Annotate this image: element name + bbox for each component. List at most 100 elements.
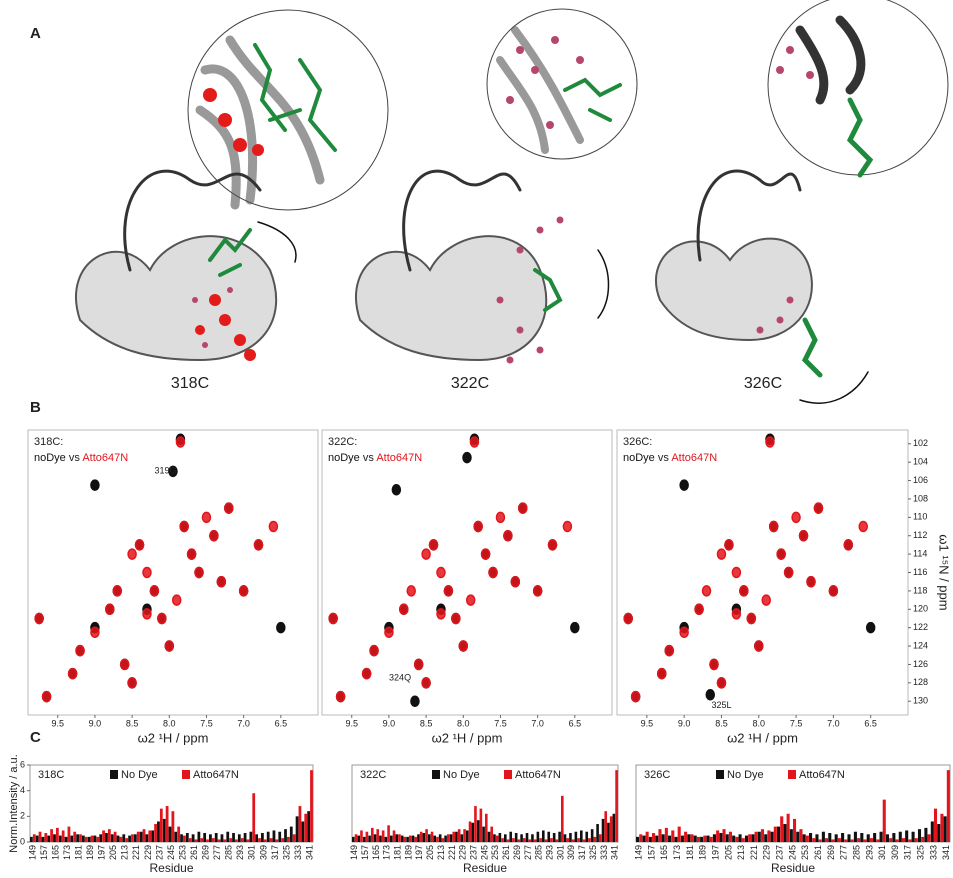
bar (661, 834, 665, 842)
peak (858, 520, 868, 533)
bar (908, 839, 912, 842)
bar (81, 835, 85, 842)
y-tick-label: 130 (913, 696, 928, 706)
peak (410, 695, 420, 707)
bar (501, 838, 504, 842)
peak (488, 566, 498, 579)
x-tick-label: 7.5 (494, 718, 507, 728)
bar (680, 835, 684, 842)
legend: noDye vs Atto647N (328, 452, 422, 464)
bar (943, 816, 947, 842)
x-tick-label: 341 (304, 845, 314, 860)
peak (480, 548, 491, 560)
x-tick-label: 7.0 (237, 718, 250, 728)
bar (789, 829, 793, 842)
bar (664, 827, 668, 842)
peak (328, 612, 338, 625)
peak (421, 548, 431, 560)
bar (844, 839, 848, 842)
bar (455, 831, 458, 842)
x-tick-label: 253 (177, 845, 187, 860)
bar (392, 830, 396, 842)
bar (246, 839, 250, 842)
bar (223, 839, 227, 842)
bar (930, 821, 934, 842)
bar (901, 838, 906, 842)
peak (142, 566, 152, 579)
bar (536, 831, 540, 842)
bar (409, 835, 412, 842)
peak (465, 594, 476, 606)
peak (90, 626, 100, 639)
x-tick-label: 8.0 (457, 718, 470, 728)
bar (133, 834, 137, 842)
peak (547, 539, 558, 551)
y-tick-label: 124 (913, 640, 928, 650)
legend-swatch (110, 770, 118, 779)
y-tick-label: 112 (913, 530, 927, 540)
bar (35, 835, 39, 842)
bar (32, 834, 36, 842)
peak (105, 603, 115, 616)
x-tick-label: 213 (736, 845, 746, 860)
peak (238, 585, 249, 597)
bar (444, 835, 447, 842)
peak (754, 640, 764, 652)
x-tick-label: 197 (97, 845, 107, 860)
peak (194, 566, 204, 579)
bar (876, 839, 880, 842)
bar (220, 834, 224, 842)
x-tick-label: 245 (479, 845, 489, 860)
x-tick-label: 245 (787, 845, 797, 860)
bar (577, 838, 580, 842)
peak (623, 612, 633, 625)
x-tick-label: 301 (555, 845, 565, 860)
x-tick-label: 173 (62, 845, 72, 860)
bar (479, 808, 483, 842)
bar (866, 834, 870, 842)
peak (142, 608, 152, 620)
peak (776, 548, 786, 560)
bar (879, 831, 883, 842)
bar (596, 824, 599, 842)
bar (607, 822, 610, 842)
bar (937, 824, 941, 842)
bar (468, 821, 472, 842)
bar (588, 838, 591, 842)
bar (754, 831, 758, 842)
x-tick-label: 189 (698, 845, 708, 860)
x-tick-label: 213 (120, 845, 130, 860)
x-tick-label: 269 (826, 845, 836, 860)
bar (373, 834, 377, 842)
bar (433, 835, 437, 842)
bar (490, 826, 494, 842)
legend-entry: vs (363, 452, 375, 464)
legend-swatch (432, 770, 440, 779)
bar (693, 835, 697, 842)
x-tick-label: 7.0 (827, 718, 840, 728)
x-tick-label: 229 (762, 845, 772, 860)
peak (518, 502, 528, 514)
x-tick-label: 333 (928, 845, 938, 860)
x-tick-label: 285 (224, 845, 234, 860)
bar (463, 829, 466, 842)
peak (164, 640, 175, 652)
bar (860, 833, 864, 842)
bar (263, 839, 267, 842)
bar (776, 826, 781, 842)
peak (791, 511, 801, 524)
peak (657, 667, 667, 680)
bar (783, 824, 787, 842)
bar (760, 829, 765, 842)
x-axis-label: Residue (149, 861, 193, 875)
annotation: 325L (711, 700, 731, 710)
bar (301, 821, 305, 842)
structure-label: 326C (744, 375, 782, 392)
bar (136, 831, 140, 842)
bar (582, 839, 586, 842)
bar (566, 838, 570, 842)
peak (562, 520, 573, 533)
peak (510, 575, 521, 588)
peak (149, 585, 160, 597)
bar (414, 836, 418, 842)
